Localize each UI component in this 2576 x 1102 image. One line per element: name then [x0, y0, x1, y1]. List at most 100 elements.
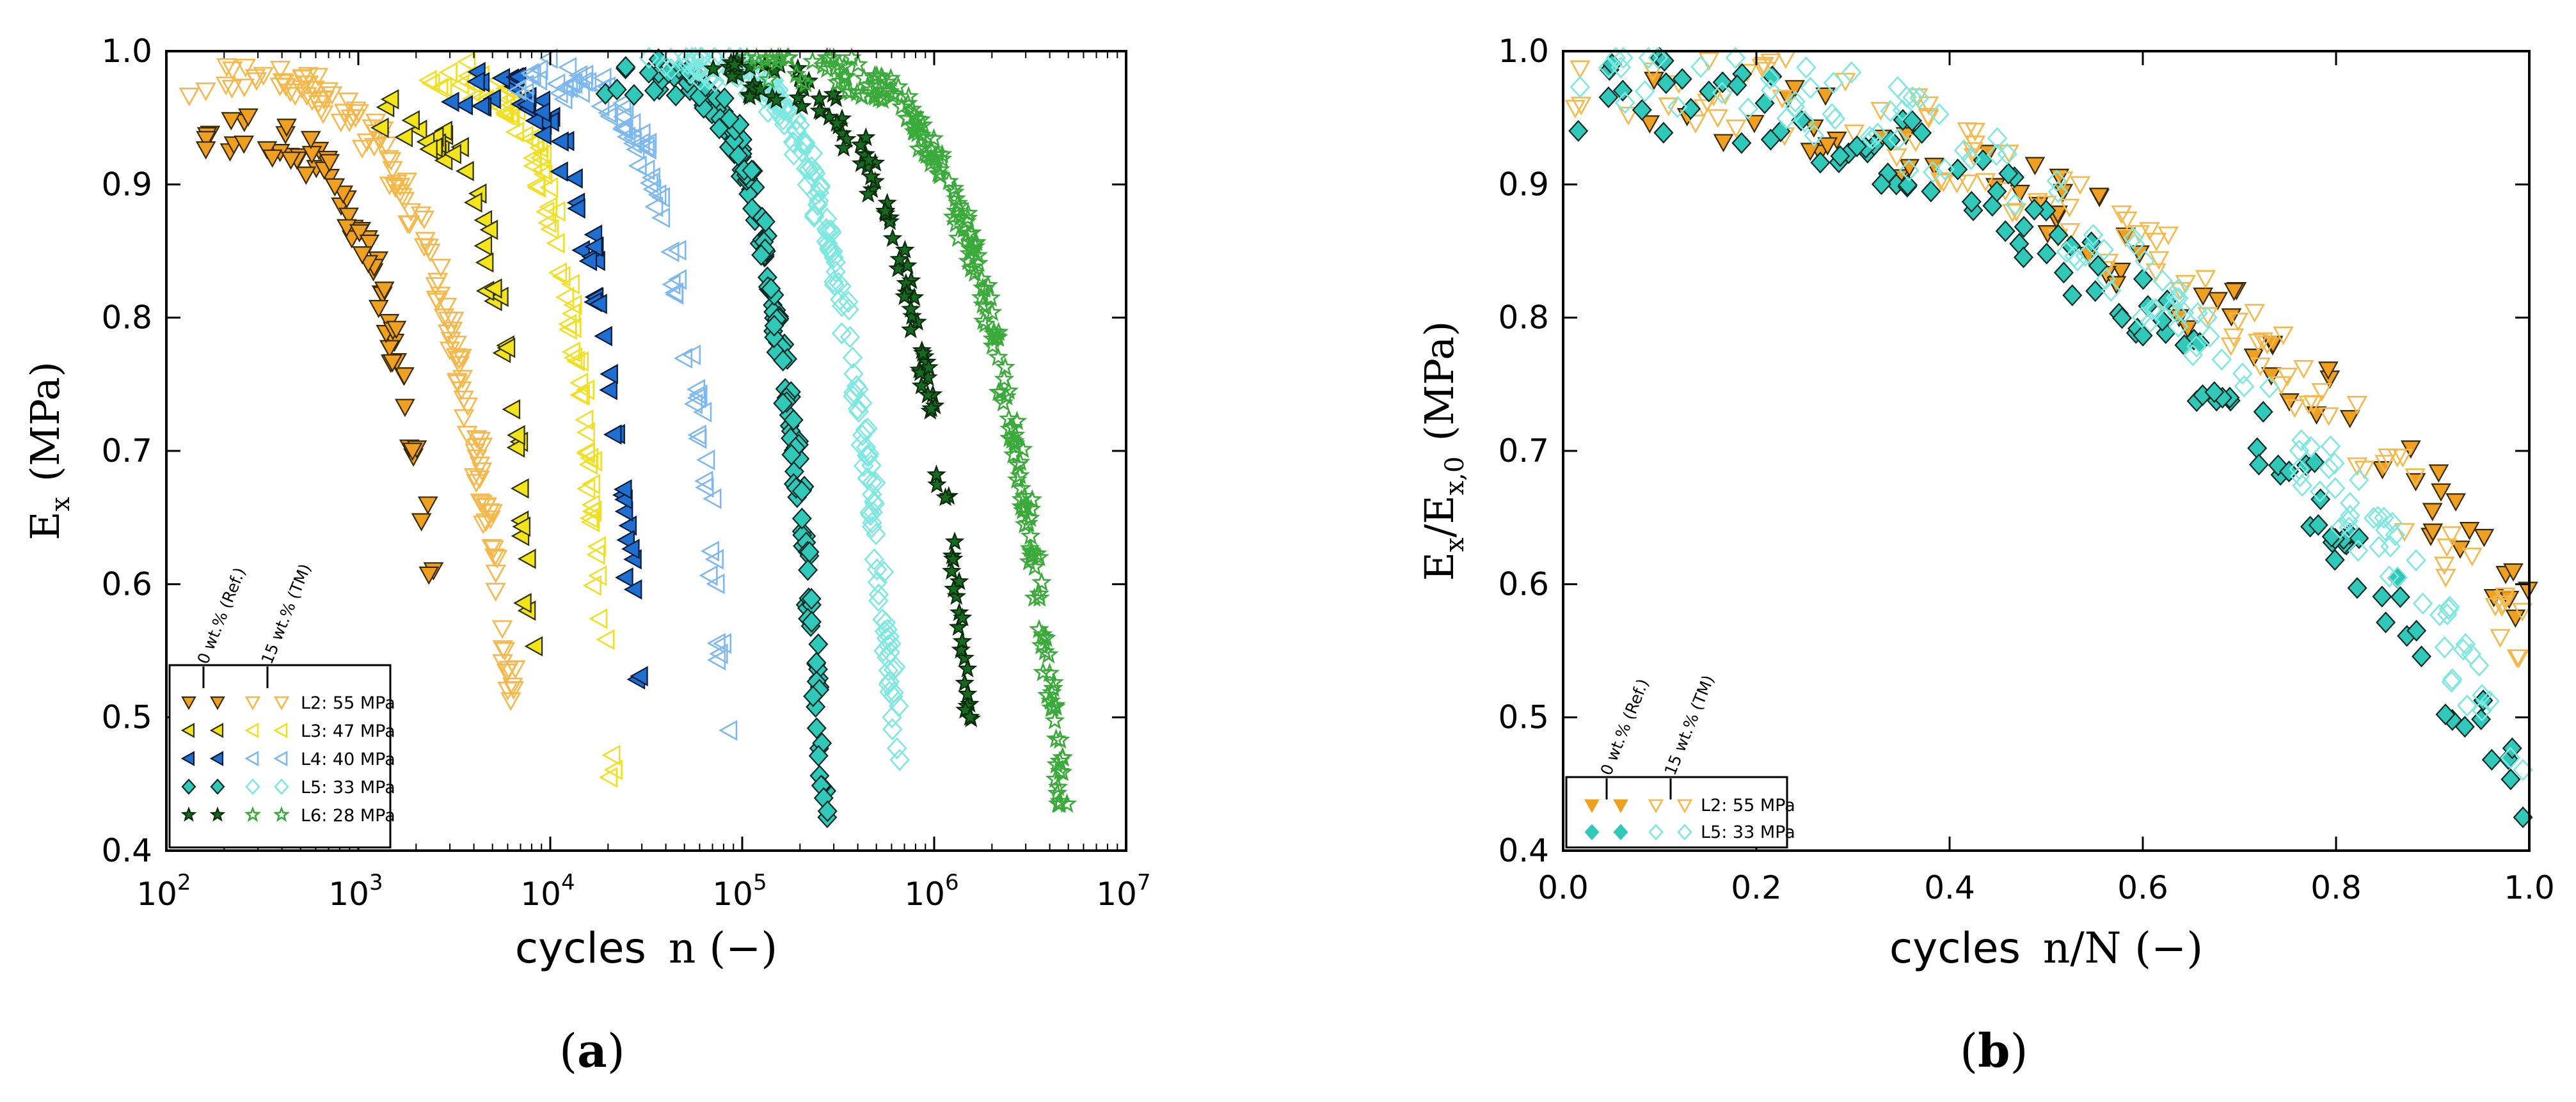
data-point-a	[667, 269, 687, 290]
data-point-b	[2431, 483, 2451, 502]
legend-marker-a	[244, 722, 259, 739]
data-point-a	[960, 707, 980, 726]
data-point-a	[253, 67, 274, 86]
data-point-a	[1021, 498, 1042, 518]
data-point-a	[539, 48, 558, 69]
data-point-a	[983, 321, 1005, 341]
legend-marker-b	[1584, 824, 1600, 840]
data-point-b	[2518, 581, 2538, 601]
data-point-a	[300, 130, 321, 150]
data-point-a	[944, 579, 964, 598]
data-point-b	[2010, 184, 2030, 203]
data-point-b	[1731, 132, 1752, 154]
data-point-b	[2461, 643, 2481, 666]
data-point-a	[470, 493, 491, 512]
data-point-a	[852, 424, 873, 446]
data-point-a	[802, 51, 823, 70]
data-point-b	[2195, 270, 2216, 289]
data-point-a	[1033, 661, 1053, 682]
data-point-a	[872, 608, 893, 631]
data-point-a	[395, 398, 415, 418]
data-point-a	[642, 178, 662, 200]
legend-rows-a	[180, 696, 290, 823]
data-point-a	[651, 207, 671, 228]
data-point-a	[466, 449, 488, 468]
y-tick-label-b: 0.8	[1498, 299, 1549, 336]
data-point-a	[850, 134, 871, 153]
data-point-a	[481, 539, 502, 558]
data-point-b	[2298, 395, 2319, 414]
data-point-b	[1998, 162, 2019, 185]
data-point-b	[2346, 457, 2368, 476]
data-point-b	[1707, 109, 1728, 128]
data-point-b	[2405, 468, 2426, 487]
legend-marker-a	[180, 751, 195, 766]
data-point-a	[961, 223, 982, 242]
y-label-mid-b: /E	[1416, 495, 1463, 537]
data-point-b	[1744, 114, 1765, 134]
data-point-a	[868, 583, 889, 606]
data-point-a	[823, 84, 843, 103]
data-point-b	[2223, 283, 2245, 301]
data-point-b	[2472, 699, 2492, 722]
data-point-a	[807, 194, 828, 216]
data-point-a	[546, 201, 566, 222]
data-point-a	[581, 473, 601, 495]
data-point-a	[397, 215, 418, 234]
data-point-a	[575, 409, 594, 430]
data-point-a	[722, 66, 742, 85]
data-point-a	[678, 52, 698, 75]
data-point-a	[1010, 465, 1030, 485]
data-point-a	[639, 173, 658, 194]
data-point-a	[464, 192, 482, 213]
plot-frame-b	[1562, 50, 2531, 852]
data-point-a	[975, 313, 996, 333]
data-point-a	[612, 92, 632, 114]
data-point-a	[681, 47, 703, 69]
data-point-a	[269, 61, 291, 80]
data-point-b	[2197, 306, 2218, 329]
data-point-b	[2135, 249, 2155, 272]
data-point-a	[786, 108, 807, 131]
data-point-a	[485, 583, 506, 602]
data-point-a	[777, 100, 799, 123]
data-point-a	[667, 239, 687, 261]
data-point-b	[1605, 47, 1626, 69]
data-point-a	[576, 443, 595, 464]
data-point-a	[875, 201, 895, 220]
data-point-b	[2188, 302, 2208, 324]
data-point-b	[1726, 119, 1747, 139]
data-point-b	[1823, 72, 1844, 94]
data-point-a	[493, 98, 513, 120]
data-point-a	[379, 340, 400, 359]
data-point-b	[2436, 539, 2458, 558]
data-point-a	[1053, 747, 1074, 767]
data-point-a	[348, 104, 370, 123]
y-tick-label-b: 0.9	[1498, 166, 1549, 203]
data-point-a	[179, 88, 200, 107]
data-point-b	[1899, 159, 1920, 178]
data-point-a	[960, 258, 982, 278]
data-point-a	[1038, 644, 1059, 664]
data-point-a	[536, 201, 555, 223]
data-point-a	[942, 561, 962, 580]
data-point-b	[2406, 549, 2426, 572]
legend-marker-b	[1648, 824, 1664, 840]
data-point-a	[569, 350, 589, 372]
data-point-a	[695, 476, 714, 498]
data-point-b	[1953, 139, 1975, 162]
data-point-a	[831, 294, 852, 317]
data-point-b	[2204, 381, 2225, 404]
data-point-a	[1036, 627, 1056, 647]
data-point-b	[1810, 152, 1831, 174]
data-point-a	[704, 549, 724, 570]
data-point-a	[864, 84, 885, 104]
markers-a	[179, 47, 1077, 828]
y-label-unit-b: (MPa)	[1416, 321, 1463, 441]
data-point-a	[877, 646, 897, 669]
data-point-a	[974, 278, 995, 298]
data-point-a	[884, 681, 904, 704]
data-point-a	[750, 79, 770, 98]
data-point-a	[614, 479, 632, 500]
legend-marker-a	[244, 696, 261, 711]
